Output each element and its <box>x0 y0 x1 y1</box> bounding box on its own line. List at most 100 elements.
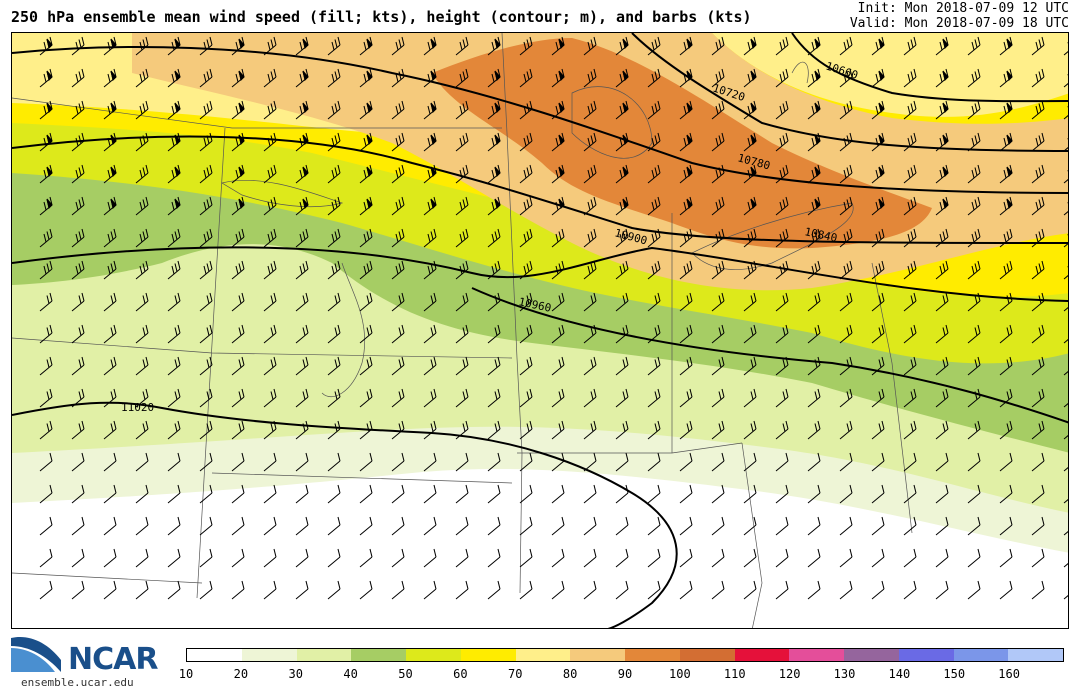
wind-barb <box>519 68 533 88</box>
wind-barb <box>455 452 469 472</box>
wind-barb <box>487 196 501 216</box>
wind-barb <box>679 420 693 440</box>
wind-barb <box>743 580 757 600</box>
wind-barb <box>135 36 149 56</box>
wind-barb <box>295 68 309 88</box>
wind-barb <box>519 548 533 568</box>
wind-barb <box>263 292 277 312</box>
wind-barb <box>391 100 405 120</box>
fill-band-80-90 <box>432 38 932 249</box>
wind-barb <box>327 132 341 152</box>
wind-barb <box>327 36 341 56</box>
wind-barb <box>583 420 597 440</box>
wind-barb <box>487 228 501 248</box>
wind-barb <box>935 36 949 56</box>
wind-barb <box>935 164 949 184</box>
wind-barb <box>903 356 917 376</box>
wind-barb <box>327 292 341 312</box>
colorbar-segment <box>625 649 680 661</box>
colorbar-tick-label: 30 <box>288 667 303 681</box>
valid-time: Valid: Mon 2018-07-09 18 UTC <box>849 16 1069 31</box>
wind-barb <box>967 260 981 280</box>
wind-barb <box>71 388 85 408</box>
wind-barb <box>1063 138 1068 152</box>
wind-barb <box>39 132 53 152</box>
wind-barb <box>519 452 533 472</box>
wind-barb <box>1031 420 1045 440</box>
wind-barb <box>711 196 725 216</box>
wind-barb <box>679 228 693 248</box>
wind-barb <box>807 68 821 88</box>
wind-barb <box>103 228 117 248</box>
wind-barb <box>71 68 85 88</box>
wind-barb <box>583 164 597 184</box>
wind-barb <box>455 388 469 408</box>
wind-barb <box>551 36 565 56</box>
wind-barb <box>615 228 629 248</box>
ncar-swoosh-icon <box>11 636 61 672</box>
wind-barb <box>551 356 565 376</box>
wind-barb <box>839 580 853 600</box>
wind-barb <box>327 164 341 184</box>
wind-barb <box>39 548 53 568</box>
wind-barb <box>839 132 853 152</box>
wind-barb <box>39 228 53 248</box>
wind-barb <box>231 420 245 440</box>
wind-barb <box>519 164 533 184</box>
wind-barb <box>871 324 885 344</box>
wind-barb <box>423 356 437 376</box>
wind-barb <box>551 580 565 600</box>
wind-barb <box>391 356 405 376</box>
wind-barb <box>871 452 885 472</box>
map-svg: 10660 10720 10780 10840 10900 10960 1102… <box>12 33 1068 628</box>
wind-barb <box>71 164 85 184</box>
wind-barb <box>903 228 917 248</box>
wind-barb <box>167 164 181 184</box>
wind-barb <box>231 164 245 184</box>
wind-barb <box>967 68 981 88</box>
wind-barb <box>807 452 821 472</box>
wind-barb <box>743 292 757 312</box>
wind-barb <box>359 580 373 600</box>
wind-barb <box>743 356 757 376</box>
wind-barb <box>967 100 981 120</box>
wind-barb <box>615 548 629 568</box>
wind-barb <box>135 356 149 376</box>
wind-barb <box>423 452 437 472</box>
wind-barb <box>551 292 565 312</box>
wind-barb <box>199 420 213 440</box>
wind-barb <box>807 196 821 216</box>
wind-barb <box>231 36 245 56</box>
wind-barb <box>647 100 661 120</box>
wind-barb <box>135 100 149 120</box>
wind-barb <box>103 484 117 504</box>
wind-barb <box>231 452 245 472</box>
wind-barb <box>711 548 725 568</box>
wind-barb <box>871 484 885 504</box>
wind-barb <box>167 228 181 248</box>
wind-barb <box>871 388 885 408</box>
wind-barb <box>839 100 853 120</box>
wind-barb <box>391 228 405 248</box>
wind-barb <box>1031 132 1045 152</box>
colorbar-segment <box>241 649 297 661</box>
wind-barb <box>71 452 85 472</box>
wind-barb <box>135 452 149 472</box>
colorbar-tick-label: 70 <box>508 667 523 681</box>
wind-barb <box>807 36 821 56</box>
wind-barb <box>199 484 213 504</box>
wind-barb <box>103 516 117 536</box>
wind-barb <box>871 516 885 536</box>
colorbar-segment <box>187 649 242 661</box>
wind-barb <box>231 196 245 216</box>
wind-barb <box>519 100 533 120</box>
wind-barb <box>807 356 821 376</box>
wind-barb <box>871 356 885 376</box>
contour-10660 <box>791 33 1068 103</box>
wind-barb <box>967 164 981 184</box>
wind-barb <box>999 36 1013 56</box>
colorbar-segment <box>570 649 625 661</box>
wind-barb <box>231 484 245 504</box>
colorbar-tick-label: 120 <box>778 667 801 681</box>
wind-barb <box>231 516 245 536</box>
